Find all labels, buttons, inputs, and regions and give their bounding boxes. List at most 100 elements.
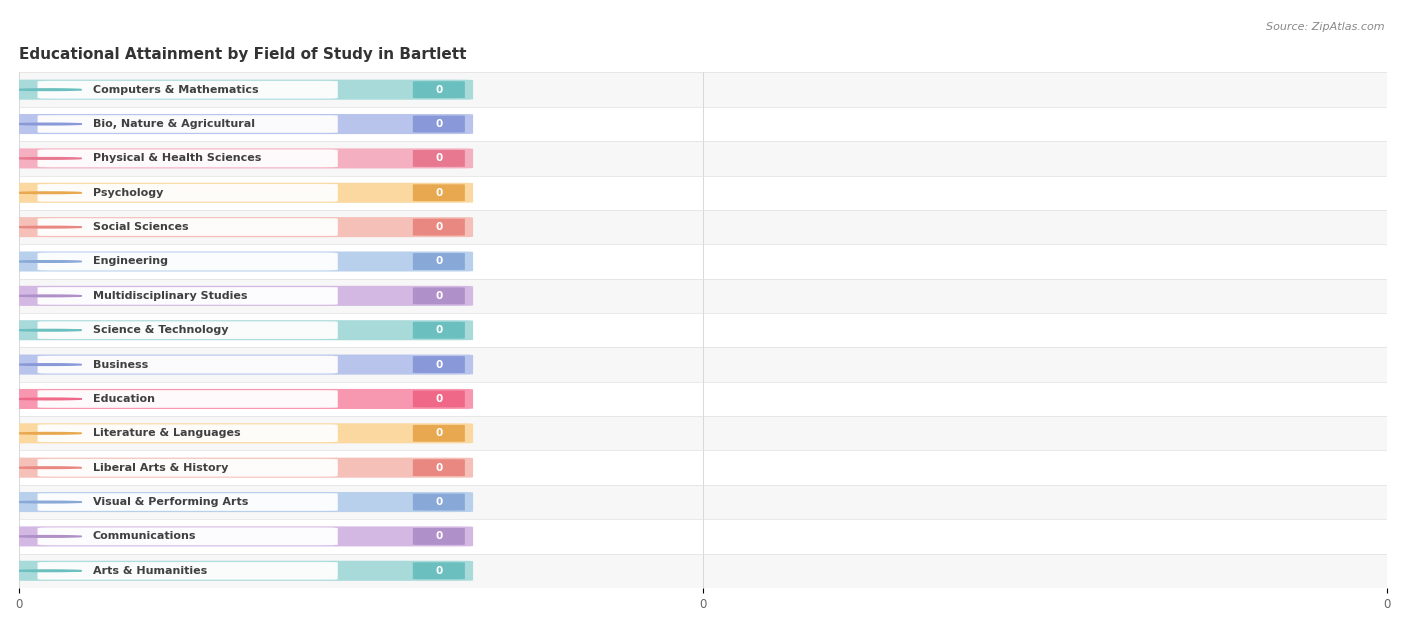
FancyBboxPatch shape [6, 114, 472, 134]
Circle shape [15, 501, 82, 503]
FancyBboxPatch shape [413, 82, 465, 98]
FancyBboxPatch shape [38, 253, 337, 270]
Text: 0: 0 [436, 119, 443, 129]
FancyBboxPatch shape [6, 183, 472, 203]
FancyBboxPatch shape [413, 425, 465, 442]
Text: Educational Attainment by Field of Study in Bartlett: Educational Attainment by Field of Study… [18, 47, 467, 61]
FancyBboxPatch shape [38, 184, 337, 202]
FancyBboxPatch shape [6, 526, 472, 547]
Text: 0: 0 [436, 291, 443, 301]
Text: Bio, Nature & Agricultural: Bio, Nature & Agricultural [93, 119, 254, 129]
FancyBboxPatch shape [38, 425, 337, 442]
FancyBboxPatch shape [413, 322, 465, 339]
Circle shape [15, 432, 82, 434]
FancyBboxPatch shape [413, 288, 465, 305]
Circle shape [15, 570, 82, 571]
Text: 0: 0 [436, 360, 443, 370]
Circle shape [15, 260, 82, 262]
Text: Social Sciences: Social Sciences [93, 222, 188, 232]
Bar [18, 73, 1388, 107]
Text: Computers & Mathematics: Computers & Mathematics [93, 85, 259, 95]
Text: 0: 0 [436, 188, 443, 198]
Circle shape [15, 398, 82, 400]
Text: Physical & Health Sciences: Physical & Health Sciences [93, 154, 262, 164]
FancyBboxPatch shape [38, 528, 337, 545]
Text: 0: 0 [436, 428, 443, 439]
FancyBboxPatch shape [413, 459, 465, 476]
Text: Business: Business [93, 360, 148, 370]
Circle shape [15, 89, 82, 90]
Text: Psychology: Psychology [93, 188, 163, 198]
Bar [18, 141, 1388, 176]
FancyBboxPatch shape [413, 185, 465, 201]
Bar [18, 279, 1388, 313]
FancyBboxPatch shape [413, 150, 465, 167]
Circle shape [15, 364, 82, 365]
FancyBboxPatch shape [6, 458, 472, 478]
FancyBboxPatch shape [6, 149, 472, 169]
Text: Source: ZipAtlas.com: Source: ZipAtlas.com [1267, 22, 1385, 32]
Text: Liberal Arts & History: Liberal Arts & History [93, 463, 228, 473]
FancyBboxPatch shape [413, 528, 465, 545]
Circle shape [15, 295, 82, 296]
FancyBboxPatch shape [38, 81, 337, 99]
Circle shape [15, 329, 82, 331]
Text: 0: 0 [436, 154, 443, 164]
FancyBboxPatch shape [413, 562, 465, 580]
Bar [18, 348, 1388, 382]
Text: 0: 0 [436, 325, 443, 335]
Text: Multidisciplinary Studies: Multidisciplinary Studies [93, 291, 247, 301]
Bar [18, 245, 1388, 279]
FancyBboxPatch shape [6, 389, 472, 409]
FancyBboxPatch shape [6, 423, 472, 444]
FancyBboxPatch shape [413, 391, 465, 408]
Bar [18, 210, 1388, 245]
Text: Education: Education [93, 394, 155, 404]
Bar [18, 520, 1388, 554]
Text: Visual & Performing Arts: Visual & Performing Arts [93, 497, 247, 507]
Bar [18, 416, 1388, 451]
FancyBboxPatch shape [413, 116, 465, 133]
Circle shape [15, 535, 82, 537]
Text: 0: 0 [436, 394, 443, 404]
FancyBboxPatch shape [6, 355, 472, 375]
FancyBboxPatch shape [413, 253, 465, 270]
Bar [18, 382, 1388, 416]
FancyBboxPatch shape [38, 150, 337, 167]
Text: 0: 0 [436, 257, 443, 267]
Circle shape [15, 123, 82, 125]
Text: 0: 0 [436, 222, 443, 232]
Bar [18, 313, 1388, 348]
Text: Communications: Communications [93, 532, 195, 542]
FancyBboxPatch shape [38, 356, 337, 374]
FancyBboxPatch shape [6, 286, 472, 306]
Text: 0: 0 [436, 497, 443, 507]
Text: Science & Technology: Science & Technology [93, 325, 228, 335]
FancyBboxPatch shape [413, 219, 465, 236]
Text: Engineering: Engineering [93, 257, 167, 267]
Text: Arts & Humanities: Arts & Humanities [93, 566, 207, 576]
FancyBboxPatch shape [38, 322, 337, 339]
Circle shape [15, 226, 82, 228]
FancyBboxPatch shape [38, 494, 337, 511]
Text: 0: 0 [436, 463, 443, 473]
FancyBboxPatch shape [6, 561, 472, 581]
Bar [18, 451, 1388, 485]
FancyBboxPatch shape [413, 356, 465, 373]
FancyBboxPatch shape [6, 320, 472, 340]
Text: 0: 0 [436, 566, 443, 576]
FancyBboxPatch shape [6, 492, 472, 512]
Circle shape [15, 157, 82, 159]
FancyBboxPatch shape [38, 459, 337, 477]
FancyBboxPatch shape [413, 494, 465, 511]
FancyBboxPatch shape [6, 252, 472, 272]
Bar [18, 554, 1388, 588]
Text: Literature & Languages: Literature & Languages [93, 428, 240, 439]
FancyBboxPatch shape [38, 287, 337, 305]
FancyBboxPatch shape [38, 116, 337, 133]
Bar [18, 176, 1388, 210]
FancyBboxPatch shape [6, 80, 472, 100]
Bar [18, 485, 1388, 520]
Circle shape [15, 192, 82, 193]
FancyBboxPatch shape [6, 217, 472, 237]
